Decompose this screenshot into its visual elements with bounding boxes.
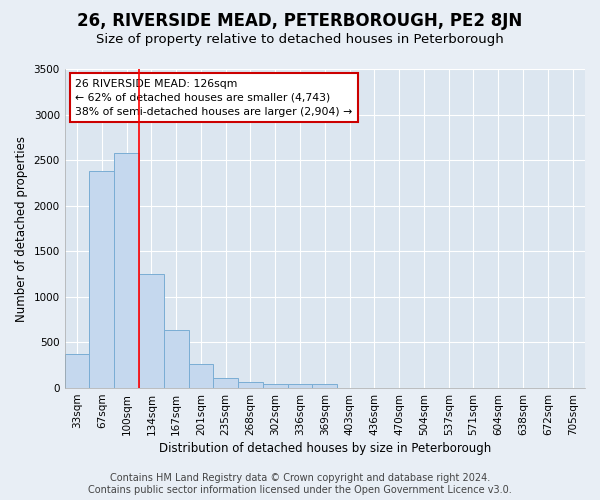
Bar bbox=[164, 330, 188, 388]
Text: 26, RIVERSIDE MEAD, PETERBOROUGH, PE2 8JN: 26, RIVERSIDE MEAD, PETERBOROUGH, PE2 8J… bbox=[77, 12, 523, 30]
Bar bbox=[139, 274, 164, 388]
Text: Size of property relative to detached houses in Peterborough: Size of property relative to detached ho… bbox=[96, 32, 504, 46]
Bar bbox=[188, 364, 214, 388]
Bar bbox=[287, 384, 313, 388]
Bar bbox=[65, 354, 89, 388]
Bar bbox=[89, 171, 114, 388]
X-axis label: Distribution of detached houses by size in Peterborough: Distribution of detached houses by size … bbox=[159, 442, 491, 455]
Y-axis label: Number of detached properties: Number of detached properties bbox=[15, 136, 28, 322]
Bar bbox=[114, 153, 139, 388]
Bar bbox=[313, 384, 337, 388]
Bar bbox=[214, 378, 238, 388]
Bar bbox=[263, 384, 287, 388]
Bar bbox=[238, 382, 263, 388]
Text: 26 RIVERSIDE MEAD: 126sqm
← 62% of detached houses are smaller (4,743)
38% of se: 26 RIVERSIDE MEAD: 126sqm ← 62% of detac… bbox=[75, 78, 352, 116]
Text: Contains HM Land Registry data © Crown copyright and database right 2024.
Contai: Contains HM Land Registry data © Crown c… bbox=[88, 474, 512, 495]
